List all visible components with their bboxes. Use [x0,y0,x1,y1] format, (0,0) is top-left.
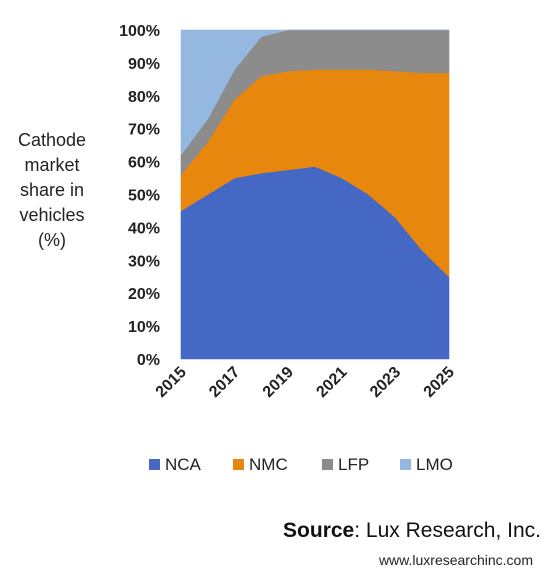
legend-label-lfp: LFP [338,455,369,474]
legend-swatch-lmo [400,459,411,470]
source-text: : Lux Research, Inc. [354,519,541,542]
y-axis-label-line: market [24,155,80,175]
chart-areas [180,29,450,360]
y-axis-label: Cathode market share in vehicles (%) [4,128,100,253]
legend-swatch-nmc [233,459,244,470]
legend-label-nca: NCA [165,455,202,474]
legend-label-lmo: LMO [416,455,453,474]
y-axis-label-line: share in [19,180,85,200]
y-tick-label: 80% [128,89,160,106]
x-tick-label: 2017 [206,364,243,401]
legend-swatch-lfp [322,459,333,470]
x-tick-label: 2025 [421,364,458,401]
y-axis-ticks: 0% 10% 20% 30% 40% 50% 60% 70% 80% 90% 100% [119,23,160,369]
y-axis-label-line: vehicles [19,205,85,225]
legend: NCA NMC LFP LMO [149,455,453,474]
area-lmo [180,29,449,156]
source-url: www.luxresearchinc.com [378,552,533,568]
x-tick-label: 2015 [153,364,190,401]
y-tick-label: 70% [128,122,160,139]
x-tick-label: 2023 [367,364,404,401]
y-tick-label: 0% [137,352,160,369]
source-credit: Source: Lux Research, Inc. [283,519,541,543]
legend-swatch-nca [149,459,160,470]
y-axis-label-line: (%) [38,230,66,250]
x-axis-ticks: 2015 2017 2019 2021 2023 2025 [153,364,458,401]
y-tick-label: 40% [128,220,160,237]
y-tick-label: 100% [119,23,160,40]
legend-label-nmc: NMC [249,455,288,474]
source-label: Source [283,519,355,542]
y-tick-label: 30% [128,253,160,270]
y-tick-label: 90% [128,56,160,73]
y-tick-label: 10% [128,319,160,336]
y-tick-label: 50% [128,188,160,205]
stacked-area-chart: 0%10%20%30%40%50%60%70%80%90%100% 2015 20… [119,23,458,474]
x-tick-label: 2021 [313,364,350,401]
y-axis-label-line: Cathode [17,130,87,150]
y-tick-label: 20% [128,286,160,303]
x-tick-label: 2019 [260,364,297,401]
y-tick-label: 60% [128,155,160,172]
